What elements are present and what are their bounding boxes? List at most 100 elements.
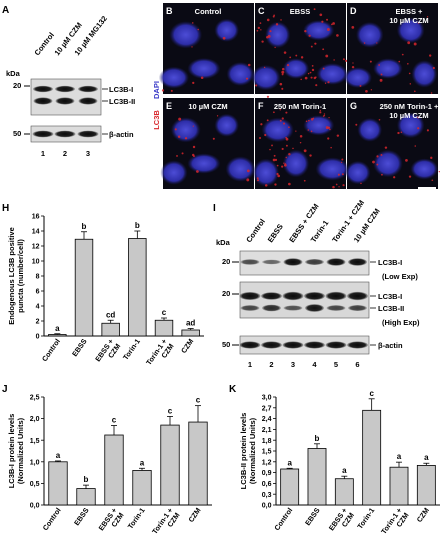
lc3b-puncta (341, 158, 344, 161)
significance-letter: b (135, 221, 140, 230)
lc3b-puncta (178, 117, 182, 121)
x-tick-label: Torin-1 (355, 506, 376, 531)
micrograph-letter: C (258, 6, 265, 16)
bar (101, 322, 120, 337)
bar (104, 434, 124, 506)
y-tick-label: 0,9 (262, 470, 272, 477)
lc3b-puncta (281, 147, 284, 151)
lc3b-puncta (260, 29, 262, 31)
lc3b-puncta (332, 22, 335, 25)
significance-letter: c (162, 308, 167, 317)
lc3b-puncta (191, 46, 193, 48)
lc3b-puncta (413, 42, 417, 46)
lc3b-puncta (192, 125, 194, 127)
panel-i-kda: kDa (216, 238, 231, 247)
lc3b-puncta (380, 153, 383, 156)
lc3b-puncta (310, 45, 313, 48)
panel-i-mw-20-low: 20 (222, 257, 230, 266)
panel-i-label-high-exp: (High Exp) (382, 318, 420, 327)
x-tick-label: CZM (415, 506, 431, 524)
panel-i-band-lc3-2-high (305, 304, 324, 312)
lc3b-puncta (274, 183, 277, 186)
panel-j-letter: J (2, 384, 8, 395)
lc3b-puncta (176, 155, 178, 157)
x-tick-label: Torin-1 (121, 337, 142, 362)
lc3b-puncta (256, 177, 259, 180)
nucleus (169, 21, 203, 49)
y-tick-label: 16 (32, 214, 40, 221)
panel-k-letter: K (229, 384, 237, 395)
y-tick-label: 12 (32, 244, 40, 251)
lc3b-puncta (256, 179, 260, 182)
nucleus (187, 153, 221, 174)
x-tick-label: Torin-1 +CZM (144, 337, 176, 372)
nucleus (225, 156, 256, 182)
panel-a-label-actin: β-actin (109, 130, 134, 139)
y-tick-label: 0,6 (262, 481, 272, 488)
lc3b-puncta (432, 66, 435, 70)
y-tick-label: 4 (36, 304, 40, 311)
lc3b-puncta (333, 59, 335, 61)
bar (128, 238, 147, 337)
y-tick-label: 1,5 (30, 438, 40, 445)
lc3b-puncta (196, 170, 199, 173)
y-tick-label: 2,1 (262, 427, 272, 434)
lc3b-puncta (191, 22, 194, 24)
panel-i-band-actin (347, 341, 368, 349)
nucleus (187, 57, 221, 80)
lc3b-puncta (340, 161, 343, 163)
micro-side-label-lc3b: LC3B (152, 110, 161, 130)
x-tick-label: EBSS (72, 506, 91, 527)
nucleus (303, 115, 335, 136)
lc3b-puncta (266, 18, 270, 22)
lc3b-puncta (266, 119, 269, 122)
panel-i-lane-label: Torin-1 (309, 219, 331, 245)
bar (416, 464, 436, 506)
lc3b-puncta (307, 129, 310, 131)
micrograph-b: B Control (158, 3, 255, 94)
nucleus (343, 67, 373, 89)
lc3b-puncta (341, 173, 344, 176)
lc3b-puncta (313, 8, 316, 11)
y-tick-label: 1,8 (262, 438, 272, 445)
panel-i-lane-number: 6 (355, 360, 359, 369)
y-tick-label: 6 (36, 289, 40, 296)
lc3b-puncta (259, 22, 262, 24)
nucleus (282, 149, 310, 178)
lc3b-puncta (281, 73, 284, 76)
panel-a-lane-number-2: 2 (63, 149, 67, 158)
significance-letter: a (56, 451, 61, 460)
panel-a-band-lc3-2-lane2 (55, 97, 75, 105)
panel-i-label-lc3-2-high: LC3B-II (378, 304, 404, 313)
lc3b-puncta (431, 179, 434, 182)
lc3b-puncta (429, 54, 432, 57)
lc3b-puncta (264, 184, 268, 187)
lc3b-puncta (319, 13, 323, 17)
micrograph-label: EBSS (290, 7, 310, 16)
lc3b-puncta (376, 42, 378, 44)
lc3b-puncta (417, 127, 420, 130)
bar (132, 470, 152, 506)
lc3b-puncta (365, 89, 368, 93)
panel-i-band-actin (304, 341, 325, 349)
lc3b-puncta (426, 16, 429, 18)
lc3b-puncta (407, 41, 411, 45)
panel-i-band-lc3-2-high (326, 305, 346, 311)
panel-i-band-lc3-1-low (305, 258, 324, 266)
x-tick-label: CZM (186, 506, 202, 524)
panel-a-mw-20: 20 (13, 81, 21, 90)
lc3b-puncta (292, 147, 294, 150)
lc3b-puncta (267, 34, 271, 38)
y-tick-label: 1,5 (262, 449, 272, 456)
lc3b-puncta (271, 144, 273, 147)
micrograph-letter: F (258, 101, 264, 111)
lc3b-puncta (276, 172, 279, 176)
bar (74, 238, 94, 337)
micro-side-label-dapi: DAPI (152, 81, 161, 99)
lc3b-puncta (323, 113, 326, 115)
lc3b-puncta (397, 131, 400, 135)
lc3b-puncta (381, 173, 383, 176)
lc3b-puncta (181, 152, 184, 155)
lc3b-puncta (273, 154, 276, 157)
x-tick-label: CZM (179, 337, 195, 355)
